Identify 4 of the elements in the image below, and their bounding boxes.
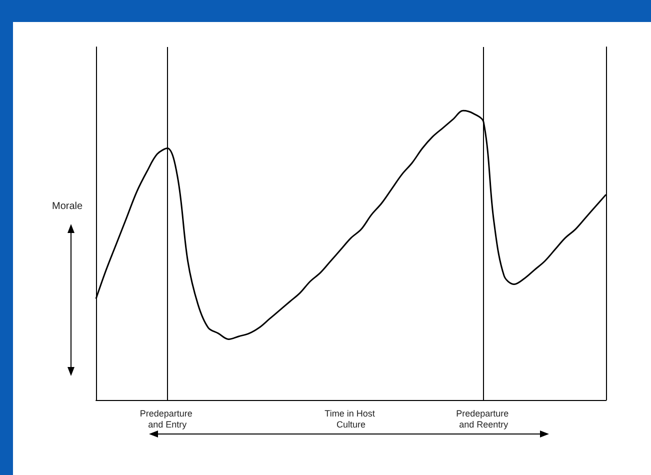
x-tick-label: Predeparture and Entry xyxy=(140,408,195,430)
y-axis-title: Morale xyxy=(52,201,83,212)
x-tick-label: Predeparture and Reentry xyxy=(456,408,512,430)
x-tick-label: Time in Host Culture xyxy=(324,408,378,430)
